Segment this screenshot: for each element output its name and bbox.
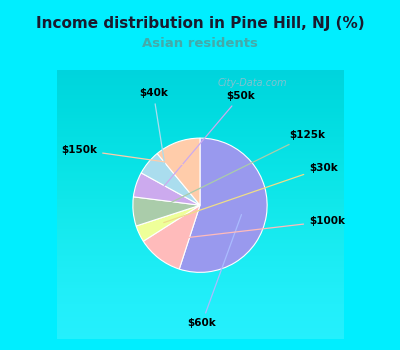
Text: $30k: $30k bbox=[164, 163, 338, 223]
Text: City-Data.com: City-Data.com bbox=[218, 78, 288, 88]
Text: $100k: $100k bbox=[176, 216, 345, 239]
Text: $150k: $150k bbox=[61, 145, 183, 164]
Wedge shape bbox=[143, 205, 200, 269]
Text: $60k: $60k bbox=[188, 215, 242, 328]
Wedge shape bbox=[179, 138, 267, 272]
Wedge shape bbox=[133, 173, 200, 205]
Wedge shape bbox=[136, 205, 200, 241]
Wedge shape bbox=[157, 138, 200, 205]
Text: $50k: $50k bbox=[161, 91, 255, 190]
Text: $125k: $125k bbox=[160, 131, 326, 208]
Text: Income distribution in Pine Hill, NJ (%): Income distribution in Pine Hill, NJ (%) bbox=[36, 16, 364, 31]
Wedge shape bbox=[141, 154, 200, 205]
Text: Asian residents: Asian residents bbox=[142, 37, 258, 50]
Wedge shape bbox=[133, 197, 200, 226]
Text: $40k: $40k bbox=[139, 88, 168, 175]
